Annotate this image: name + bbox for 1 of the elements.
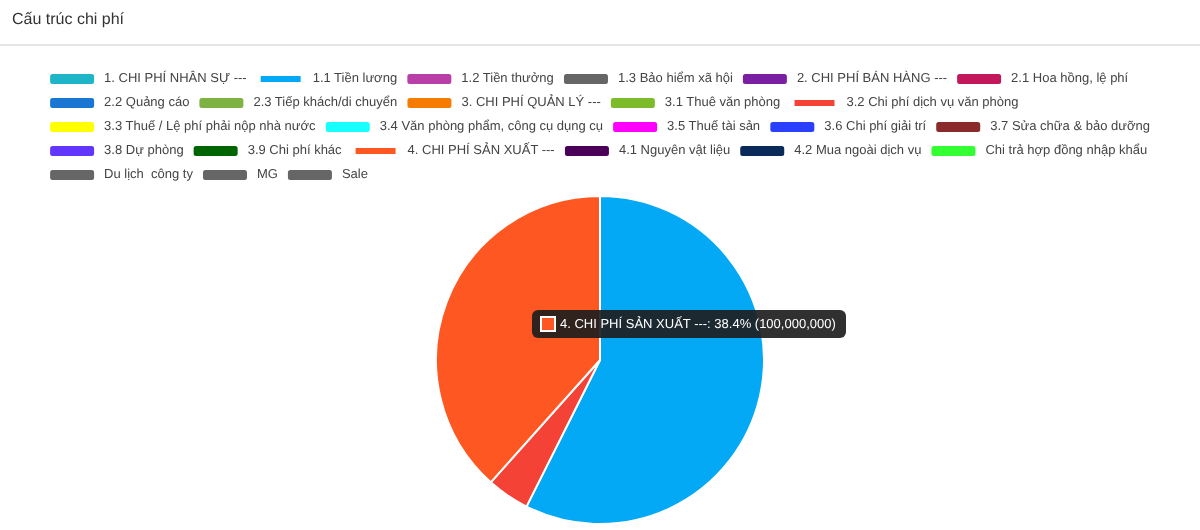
chart-title: Cấu trúc chi phí <box>12 10 125 28</box>
